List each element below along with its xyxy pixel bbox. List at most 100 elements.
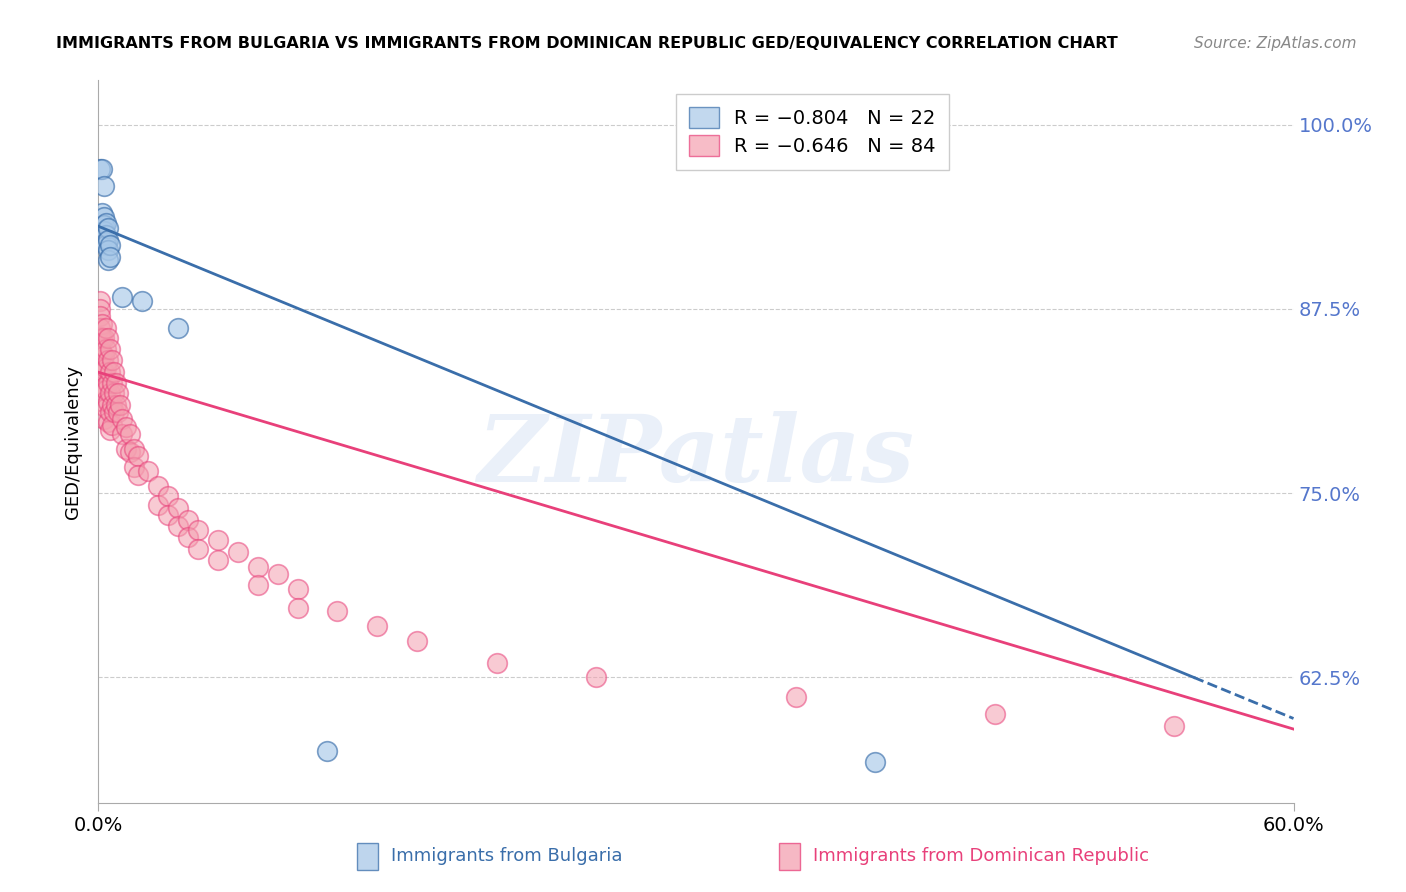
Text: ZIPatlas: ZIPatlas — [478, 411, 914, 501]
Point — [267, 567, 290, 582]
Point — [89, 353, 111, 368]
Point — [96, 383, 118, 397]
Point — [406, 633, 429, 648]
Point — [316, 744, 339, 758]
Point — [585, 670, 607, 684]
Point — [865, 755, 887, 769]
Point — [97, 253, 120, 268]
Point — [115, 419, 138, 434]
Point — [89, 342, 111, 356]
Point — [287, 582, 309, 596]
Point — [89, 376, 111, 390]
Point — [96, 235, 118, 250]
Point — [96, 321, 118, 335]
Point — [101, 353, 124, 368]
Point — [93, 394, 115, 409]
Point — [1163, 719, 1185, 733]
Point — [89, 161, 111, 176]
Point — [157, 508, 180, 523]
Point — [785, 690, 807, 704]
Point — [110, 398, 132, 412]
Point — [97, 394, 120, 409]
Point — [96, 360, 118, 375]
Point — [93, 211, 115, 225]
Point — [120, 427, 142, 442]
Point — [93, 365, 115, 379]
Point — [187, 542, 209, 557]
Point — [96, 401, 118, 415]
Point — [287, 601, 309, 615]
Point — [98, 385, 122, 400]
Point — [93, 380, 115, 394]
Point — [326, 604, 349, 618]
Point — [89, 321, 111, 335]
Point — [93, 179, 115, 194]
Point — [120, 445, 142, 459]
Point — [177, 513, 200, 527]
Point — [101, 418, 124, 433]
Point — [167, 518, 190, 533]
Point — [98, 342, 122, 356]
Point — [105, 376, 128, 390]
Point — [485, 656, 508, 670]
Text: Source: ZipAtlas.com: Source: ZipAtlas.com — [1194, 36, 1357, 51]
Point — [93, 224, 115, 238]
Point — [167, 500, 190, 515]
Point — [207, 552, 229, 566]
Point — [115, 442, 138, 456]
Point — [111, 412, 134, 426]
Point — [127, 468, 149, 483]
Point — [103, 385, 125, 400]
Point — [111, 427, 134, 442]
Point — [91, 317, 114, 331]
Point — [89, 301, 111, 316]
Point — [105, 398, 128, 412]
Point — [91, 383, 114, 397]
Point — [97, 353, 120, 368]
Point — [89, 294, 111, 309]
Point — [89, 330, 111, 344]
Point — [97, 233, 120, 247]
Point — [97, 243, 120, 257]
Point — [187, 523, 209, 537]
Point — [107, 405, 129, 419]
Point — [246, 577, 269, 591]
Point — [97, 376, 120, 390]
Point — [103, 365, 125, 379]
Point — [111, 290, 134, 304]
Point — [98, 238, 122, 252]
Point — [91, 360, 114, 375]
Point — [96, 228, 118, 243]
Point — [91, 331, 114, 345]
Text: Immigrants from Bulgaria: Immigrants from Bulgaria — [391, 847, 623, 865]
Point — [97, 416, 120, 430]
Point — [131, 294, 153, 309]
Point — [96, 342, 118, 356]
Point — [366, 619, 388, 633]
Legend: R = −0.804   N = 22, R = −0.646   N = 84: R = −0.804 N = 22, R = −0.646 N = 84 — [676, 94, 949, 170]
Point — [148, 479, 170, 493]
Point — [93, 349, 115, 363]
Point — [97, 331, 120, 345]
Point — [101, 398, 124, 412]
Point — [91, 346, 114, 360]
Point — [96, 238, 118, 252]
Point — [107, 385, 129, 400]
Point — [91, 161, 114, 176]
Point — [98, 250, 122, 264]
Point — [226, 545, 249, 559]
Point — [97, 220, 120, 235]
Point — [89, 309, 111, 323]
Point — [984, 707, 1007, 722]
Point — [98, 405, 122, 419]
Point — [98, 423, 122, 437]
Point — [103, 405, 125, 419]
Point — [124, 442, 146, 456]
Point — [98, 365, 122, 379]
Point — [124, 459, 146, 474]
Point — [246, 560, 269, 574]
Y-axis label: GED/Equivalency: GED/Equivalency — [65, 365, 83, 518]
Point — [101, 376, 124, 390]
Point — [93, 218, 115, 232]
Point — [148, 498, 170, 512]
